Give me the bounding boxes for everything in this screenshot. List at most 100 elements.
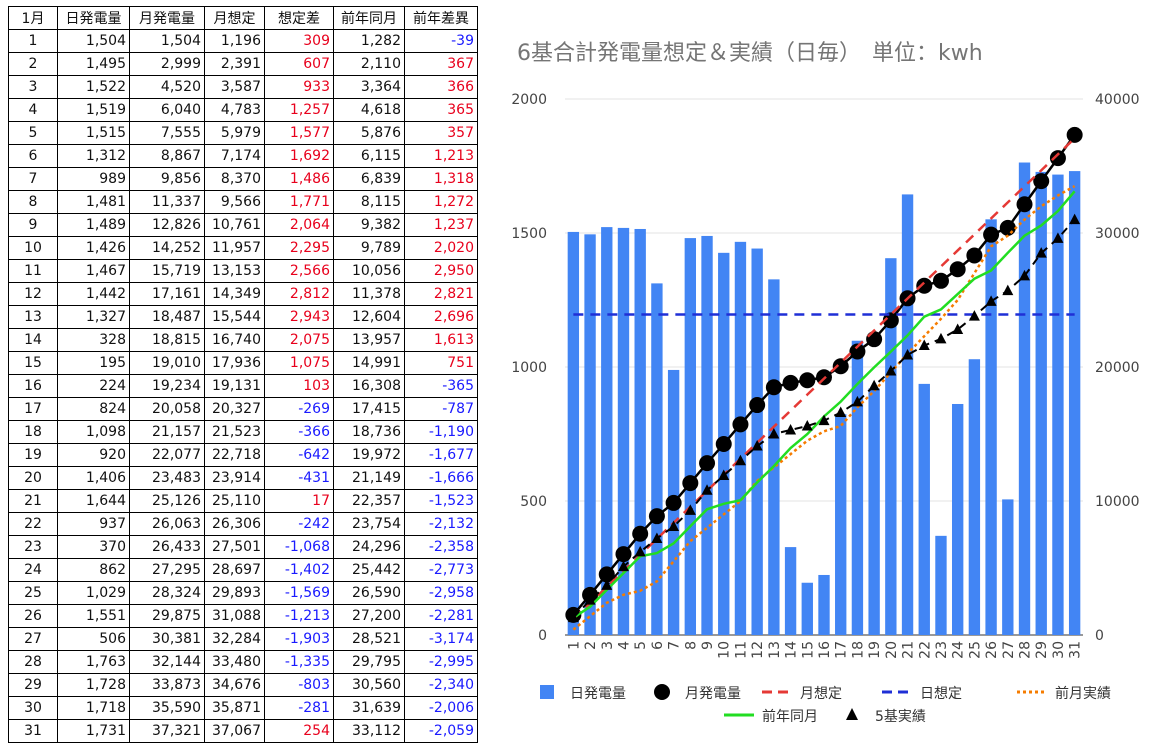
cell-daily-generation[interactable]: 1,728 [57,673,130,697]
cell-prev-year-diff[interactable]: 2,020 [404,236,478,260]
cell-estimate-diff[interactable]: 2,295 [264,236,334,260]
cell-monthly-generation[interactable]: 33,873 [129,673,205,697]
cell-estimate-diff[interactable]: 1,486 [264,167,334,191]
cell-day[interactable]: 21 [8,489,58,513]
cell-estimate-diff[interactable]: 2,566 [264,259,334,283]
cell-prev-year[interactable]: 9,382 [333,213,405,237]
cell-monthly-generation[interactable]: 18,815 [129,328,205,352]
cell-daily-generation[interactable]: 506 [57,627,130,651]
cell-estimate-diff[interactable]: 309 [264,29,334,53]
cell-day[interactable]: 27 [8,627,58,651]
cell-estimate-diff[interactable]: -366 [264,420,334,444]
cell-daily-generation[interactable]: 1,522 [57,75,130,99]
cell-monthly-generation[interactable]: 28,324 [129,581,205,605]
cell-day[interactable]: 22 [8,512,58,536]
cell-prev-year[interactable]: 16,308 [333,374,405,398]
cell-monthly-generation[interactable]: 26,433 [129,535,205,559]
cell-monthly-estimate[interactable]: 5,979 [204,121,265,145]
cell-estimate-diff[interactable]: 254 [264,719,334,743]
cell-monthly-estimate[interactable]: 13,153 [204,259,265,283]
cell-prev-year[interactable]: 1,282 [333,29,405,53]
cell-prev-year-diff[interactable]: -2,132 [404,512,478,536]
cell-prev-year-diff[interactable]: -2,281 [404,604,478,628]
cell-monthly-generation[interactable]: 7,555 [129,121,205,145]
cell-day[interactable]: 30 [8,696,58,720]
cell-monthly-generation[interactable]: 30,381 [129,627,205,651]
cell-estimate-diff[interactable]: -642 [264,443,334,467]
cell-daily-generation[interactable]: 1,029 [57,581,130,605]
cell-prev-year[interactable]: 14,991 [333,351,405,375]
cell-day[interactable]: 13 [8,305,58,329]
cell-prev-year[interactable]: 29,795 [333,650,405,674]
cell-estimate-diff[interactable]: -431 [264,466,334,490]
cell-daily-generation[interactable]: 1,406 [57,466,130,490]
cell-day[interactable]: 24 [8,558,58,582]
cell-prev-year-diff[interactable]: 1,318 [404,167,478,191]
cell-monthly-generation[interactable]: 37,321 [129,719,205,743]
cell-day[interactable]: 17 [8,397,58,421]
cell-prev-year-diff[interactable]: -2,773 [404,558,478,582]
cell-daily-generation[interactable]: 824 [57,397,130,421]
cell-estimate-diff[interactable]: 17 [264,489,334,513]
cell-prev-year-diff[interactable]: 367 [404,52,478,76]
cell-day[interactable]: 5 [8,121,58,145]
cell-monthly-generation[interactable]: 6,040 [129,98,205,122]
header-monthly-estimate[interactable]: 月想定 [204,6,265,30]
cell-prev-year[interactable]: 9,789 [333,236,405,260]
cell-prev-year-diff[interactable]: -2,995 [404,650,478,674]
cell-monthly-estimate[interactable]: 26,306 [204,512,265,536]
cell-monthly-generation[interactable]: 12,826 [129,213,205,237]
cell-prev-year-diff[interactable]: -2,358 [404,535,478,559]
cell-monthly-generation[interactable]: 27,295 [129,558,205,582]
cell-monthly-generation[interactable]: 14,252 [129,236,205,260]
cell-prev-year[interactable]: 11,378 [333,282,405,306]
cell-day[interactable]: 15 [8,351,58,375]
cell-monthly-estimate[interactable]: 32,284 [204,627,265,651]
header-day[interactable]: 1月 [8,6,58,30]
cell-monthly-generation[interactable]: 22,077 [129,443,205,467]
cell-monthly-estimate[interactable]: 20,327 [204,397,265,421]
cell-monthly-generation[interactable]: 25,126 [129,489,205,513]
header-prev-year[interactable]: 前年同月 [333,6,405,30]
cell-estimate-diff[interactable]: -1,213 [264,604,334,628]
cell-monthly-estimate[interactable]: 33,480 [204,650,265,674]
cell-day[interactable]: 14 [8,328,58,352]
cell-prev-year-diff[interactable]: 357 [404,121,478,145]
cell-day[interactable]: 7 [8,167,58,191]
cell-daily-generation[interactable]: 989 [57,167,130,191]
cell-monthly-estimate[interactable]: 2,391 [204,52,265,76]
cell-estimate-diff[interactable]: -803 [264,673,334,697]
cell-prev-year-diff[interactable]: 2,696 [404,305,478,329]
cell-day[interactable]: 26 [8,604,58,628]
cell-monthly-generation[interactable]: 21,157 [129,420,205,444]
cell-daily-generation[interactable]: 370 [57,535,130,559]
cell-prev-year[interactable]: 6,839 [333,167,405,191]
cell-monthly-estimate[interactable]: 9,566 [204,190,265,214]
cell-estimate-diff[interactable]: -1,903 [264,627,334,651]
cell-prev-year-diff[interactable]: -2,059 [404,719,478,743]
cell-monthly-generation[interactable]: 15,719 [129,259,205,283]
cell-monthly-estimate[interactable]: 1,196 [204,29,265,53]
cell-monthly-estimate[interactable]: 21,523 [204,420,265,444]
cell-monthly-estimate[interactable]: 7,174 [204,144,265,168]
cell-monthly-estimate[interactable]: 4,783 [204,98,265,122]
cell-day[interactable]: 16 [8,374,58,398]
cell-daily-generation[interactable]: 1,504 [57,29,130,53]
cell-daily-generation[interactable]: 937 [57,512,130,536]
cell-estimate-diff[interactable]: 607 [264,52,334,76]
cell-prev-year[interactable]: 4,618 [333,98,405,122]
header-daily-generation[interactable]: 日発電量 [57,6,130,30]
cell-monthly-estimate[interactable]: 28,697 [204,558,265,582]
cell-monthly-generation[interactable]: 26,063 [129,512,205,536]
header-monthly-generation[interactable]: 月発電量 [129,6,205,30]
cell-prev-year-diff[interactable]: -39 [404,29,478,53]
cell-monthly-estimate[interactable]: 3,587 [204,75,265,99]
cell-day[interactable]: 12 [8,282,58,306]
cell-daily-generation[interactable]: 1,644 [57,489,130,513]
cell-day[interactable]: 28 [8,650,58,674]
cell-estimate-diff[interactable]: -269 [264,397,334,421]
cell-prev-year[interactable]: 27,200 [333,604,405,628]
cell-prev-year[interactable]: 8,115 [333,190,405,214]
cell-daily-generation[interactable]: 1,098 [57,420,130,444]
cell-day[interactable]: 29 [8,673,58,697]
